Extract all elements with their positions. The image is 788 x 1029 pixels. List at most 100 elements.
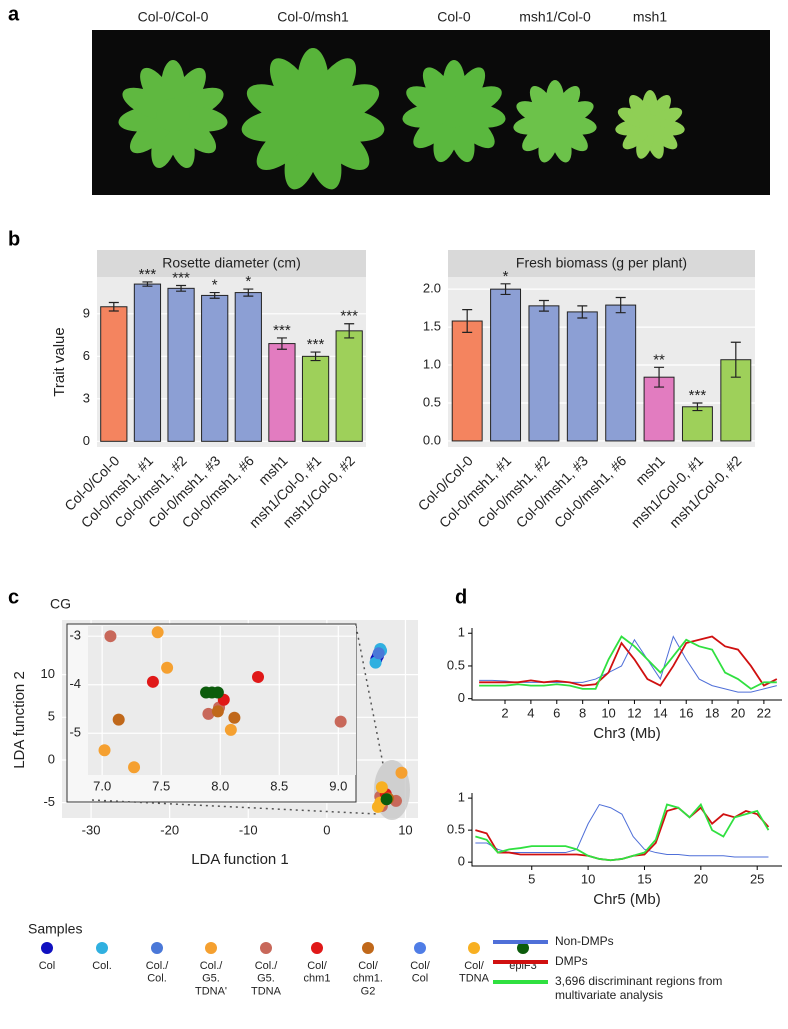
panel-label: a: [8, 3, 20, 25]
x-tick-label: 0: [323, 822, 330, 837]
rosette-center: [542, 109, 568, 135]
x-tick-label: -20: [160, 822, 179, 837]
legend-swatch: [311, 942, 323, 954]
point: [211, 705, 224, 718]
x-tick-label: 8: [579, 705, 586, 720]
legend-swatch: [151, 942, 163, 954]
legend-swatch: [362, 942, 374, 954]
significance: ***: [273, 322, 291, 339]
bar: [100, 306, 128, 442]
bar: [605, 304, 637, 442]
point: [98, 744, 111, 757]
bar: [335, 330, 363, 442]
bar: [268, 343, 296, 442]
significance: *: [503, 268, 509, 285]
error-bar: [108, 301, 119, 312]
legend-swatch: [260, 942, 272, 954]
point: [380, 793, 393, 806]
error-bar: [344, 323, 355, 339]
photo-label: Col-0/msh1: [277, 9, 349, 25]
line: [479, 635, 777, 693]
point: [211, 686, 224, 699]
legend-label: 3,696 discriminant regions from multivari…: [555, 974, 722, 1002]
rosette-center: [639, 114, 661, 136]
y-tick-label: 6: [83, 348, 90, 363]
photo-label: Col-0/Col-0: [138, 9, 209, 25]
plants: [118, 48, 685, 190]
bar: [301, 355, 330, 442]
y-axis-label: LDA function 2: [11, 671, 28, 769]
x-tick-label: 18: [705, 705, 719, 720]
y-tick-label: 1.5: [423, 319, 441, 334]
point: [151, 626, 164, 639]
error-bar: [310, 351, 321, 362]
line: [475, 802, 770, 862]
error-bar: [462, 309, 473, 334]
error-bar: [243, 288, 254, 297]
x-tick-label: 7.0: [93, 778, 111, 793]
point: [202, 707, 215, 720]
point: [334, 715, 347, 728]
legend-swatch: [468, 942, 480, 954]
x-tick-label: 4: [527, 705, 534, 720]
legend-label: Col/chm1. G2: [353, 960, 383, 997]
legend-label: Col/Col: [410, 960, 431, 985]
legend-label: Col/TDNA: [459, 960, 490, 985]
x-tick-label: -10: [239, 822, 258, 837]
point: [146, 675, 159, 688]
bar: [167, 287, 195, 442]
x-tick-label: 20: [694, 871, 708, 886]
error-bar: [615, 296, 626, 314]
bar: [681, 406, 713, 442]
point: [224, 723, 237, 736]
x-tick-label: 22: [757, 705, 771, 720]
legend-swatch: [205, 942, 217, 954]
x-axis-label: LDA function 1: [191, 851, 289, 868]
y-tick-label: 1: [458, 625, 465, 640]
legend-label: Col./G5. TDNA: [251, 960, 282, 997]
significance: **: [653, 351, 665, 368]
legend-title: Samples: [28, 921, 82, 937]
x-tick-label: 25: [750, 871, 764, 886]
x-tick-label: 10: [398, 822, 412, 837]
significance: ***: [307, 336, 325, 353]
x-tick-label: 2: [501, 705, 508, 720]
x-tick-label: 5: [528, 871, 535, 886]
bar: [133, 283, 162, 442]
y-tick-label: -3: [69, 628, 81, 643]
point: [128, 761, 141, 774]
y-tick-label: 3: [83, 390, 90, 405]
x-tick-label: 14: [653, 705, 667, 720]
legend-swatch: [41, 942, 53, 954]
legend-label: DMPs: [555, 954, 588, 968]
error-bar: [500, 283, 511, 296]
y-tick-label: 2.0: [423, 281, 441, 296]
legend-label: Col.: [92, 960, 112, 972]
bar: [201, 294, 229, 442]
x-tick-label: 8.5: [270, 778, 288, 793]
error-bar: [276, 337, 287, 350]
significance: *: [212, 277, 218, 294]
legend-label: Col./G5. TDNA': [195, 960, 227, 997]
facet-strip: [448, 250, 755, 277]
rosette-center: [291, 98, 335, 142]
error-bar: [209, 291, 220, 299]
y-tick-label: 0.5: [447, 822, 465, 837]
point: [112, 713, 125, 726]
x-tick-label: 10: [581, 871, 595, 886]
y-tick-label: 0: [48, 751, 55, 766]
x-tick-label: msh1: [632, 452, 668, 488]
x-tick-label: 6: [553, 705, 560, 720]
line: [475, 803, 769, 858]
panel-label: c: [8, 586, 19, 608]
point: [252, 670, 265, 683]
y-axis-label: Trait value: [51, 327, 68, 396]
facet-title: Fresh biomass (g per plant): [516, 255, 687, 271]
axis-line: [471, 793, 782, 867]
x-tick-label: 16: [679, 705, 693, 720]
legend-swatch: [96, 942, 108, 954]
bar: [234, 292, 262, 442]
legend-label: Col/chm1: [304, 960, 331, 985]
legend-label: Non-DMPs: [555, 934, 614, 948]
x-tick-label: 8.0: [211, 778, 229, 793]
